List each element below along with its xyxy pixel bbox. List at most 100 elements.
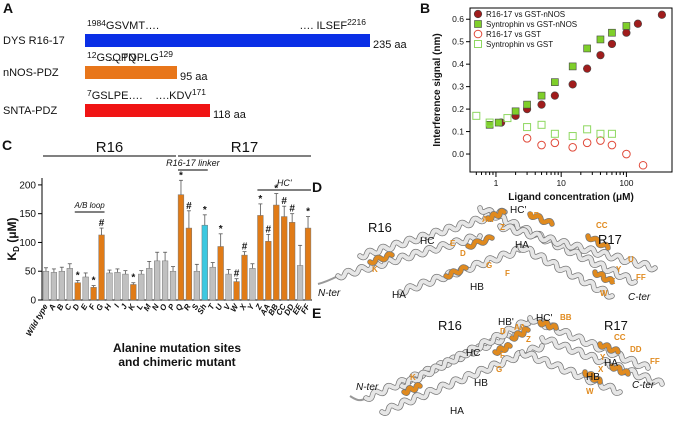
y-tick-label: 0.2 [452,104,464,114]
y-axis-label: Interference signal (nm) [432,33,443,146]
structure-label: HB' [498,317,514,328]
construct-bar [85,34,370,47]
mutation-site: BB [560,313,572,322]
mutation-site: FF [650,357,660,366]
x-tick-label: 1 [494,178,499,188]
end-number: 2216 [347,17,366,27]
bar [122,273,129,301]
structure-label: HB [474,378,488,389]
plot-frame [469,7,673,173]
end-seq: …. ILSEF [299,20,347,32]
legend-marker [474,40,482,48]
bar [257,215,264,301]
significance-mark: * [274,184,278,195]
marker [622,28,631,37]
panel-letter: D [312,179,322,195]
marker [607,39,617,49]
x-tick-label: T [206,302,217,312]
y-label-unit: (μM) [5,217,19,246]
structure-label: C-ter [632,380,655,391]
y-tick-label: 50 [25,267,37,278]
x-tick-label: K [126,301,137,312]
helix [528,212,554,226]
structure-label: N-ter [318,288,341,299]
marker [622,22,631,30]
marker [582,138,592,148]
mutation-site: AA [514,323,526,332]
marker [485,121,494,129]
mutation-site: F [500,351,505,360]
mutation-site: FF [636,273,646,282]
x-tick-label: Sh [196,302,209,315]
panel-letter: A [3,0,13,16]
marker [583,64,592,73]
marker [550,138,560,148]
y-tick-label: 0.6 [452,14,464,24]
marker [523,100,531,109]
length-label: 95 aa [180,71,208,83]
end-number: 129 [159,49,173,59]
significance-mark: * [258,194,262,205]
marker [568,142,577,152]
bar [225,273,232,301]
start-seq: GSLPE…. [92,90,143,102]
end-seq: ….TQPLG [107,52,158,64]
marker [607,140,617,150]
x-tick-label: U [214,302,225,312]
start-seq: GSQPN…. [96,52,150,64]
bar [296,265,304,301]
bar [217,246,224,301]
legend-label: R16-17 vs GST [486,30,541,39]
bar [58,270,65,301]
marker [537,100,546,109]
structure-label: HC [420,236,434,247]
bar [114,272,121,301]
x-tick-label: S [190,302,201,312]
structure-label: C-ter [628,292,651,303]
mutation-site: G [496,365,502,374]
x-tick-label: Q [174,302,185,313]
marker [494,118,503,127]
marker [550,91,559,100]
bar [66,268,73,301]
helix [486,208,506,222]
mutation-site: DD [630,345,642,354]
x-tick-label: 10 [556,178,566,188]
structure-label: HA [515,240,529,251]
structure-label: HC' [510,205,526,216]
y-tick-label: 100 [19,238,36,249]
bar [154,260,161,301]
bar [265,241,272,301]
marker [633,19,642,28]
marker [472,111,481,120]
bar [42,270,50,301]
x-tick-label: J [119,302,129,311]
marker [485,118,494,127]
x-tick-label: O [158,302,169,313]
x-tick-label: F [87,302,98,312]
significance-mark: * [92,276,96,287]
structure-label: R16 [368,220,392,235]
structure-label: R17 [598,232,622,247]
end-number: 171 [192,87,206,97]
significance-mark: # [242,242,248,253]
structure-label: HA [450,406,464,417]
significance-mark: # [289,204,295,215]
marker [583,125,592,134]
bar [193,270,200,301]
start-number: 1984 [87,18,106,28]
bar [169,270,177,301]
x-tick-label: P [166,302,177,312]
x-tick-label: D [71,302,82,312]
y-tick-label: 0 [30,296,36,307]
significance-mark: * [131,273,135,284]
mutation-site: AA [482,215,494,224]
x-tick-label: N [150,302,161,312]
structure-label: HC' [536,313,552,324]
x-tick-label: Y [246,302,257,312]
start-seq: GSVMT…. [106,20,159,32]
significance-mark: # [186,201,192,212]
x-tick-label: 100 [619,178,633,188]
helix [478,206,637,285]
